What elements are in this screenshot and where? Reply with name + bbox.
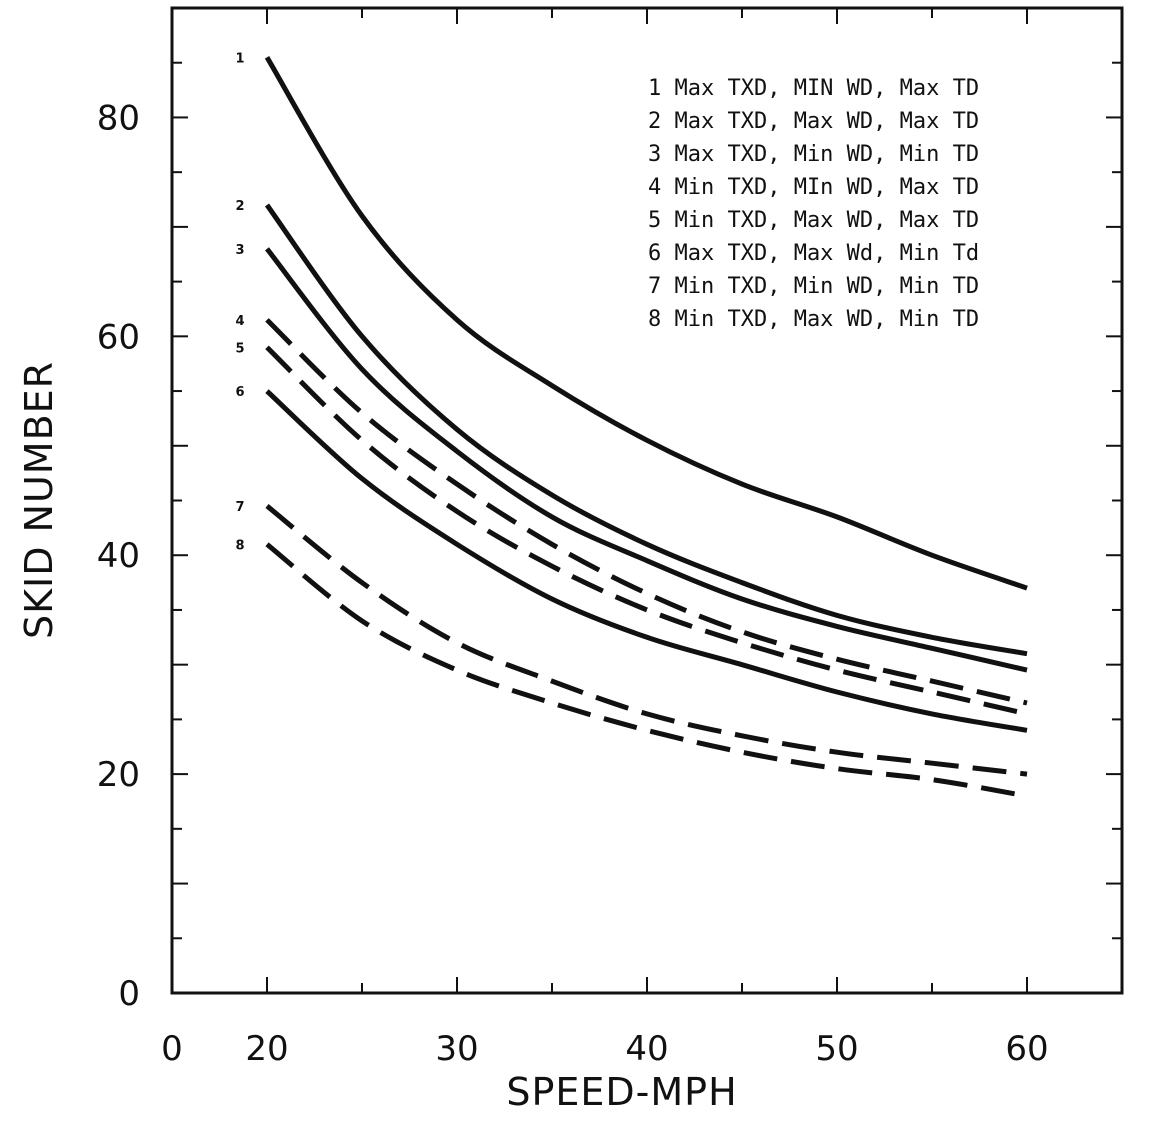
series-3-line [265, 247, 1028, 673]
y-axis-title: SKID NUMBER [17, 361, 61, 639]
series-8-label: 8 [235, 538, 244, 553]
x-tick-label: 40 [625, 1029, 668, 1069]
y-tick-label: 20 [97, 755, 140, 795]
series-8-line [265, 542, 1028, 799]
legend-entry: 5 Min TXD, Max WD, Max TD [648, 208, 979, 233]
x-tick-label: 50 [815, 1029, 858, 1069]
series-5-label: 5 [235, 341, 244, 356]
axis-tick-labels: 0 20 40 60 80 0 20 30 40 50 60 [97, 98, 1049, 1069]
y-tick-label: 60 [97, 317, 140, 357]
series-7-label: 7 [235, 500, 244, 515]
series-7-line [265, 504, 1028, 777]
series-2-line [264, 203, 1028, 657]
curve-number-labels: 1 2 3 4 5 6 7 8 [235, 51, 244, 553]
series-5-line [265, 345, 1028, 717]
axis-ticks [172, 8, 1122, 993]
legend-entry: 2 Max TXD, Max WD, Max TD [648, 109, 979, 134]
legend-entry: 6 Max TXD, Max Wd, Min Td [648, 241, 979, 266]
series-2-label: 2 [235, 199, 244, 214]
series-6-line [265, 389, 1028, 733]
legend-entry: 4 Min TXD, MIn WD, Max TD [648, 175, 979, 200]
x-tick-label: 0 [161, 1029, 183, 1069]
plot-frame [170, 6, 1124, 995]
legend-entry: 7 Min TXD, Min WD, Min TD [648, 274, 979, 299]
series-3-label: 3 [235, 243, 244, 258]
x-tick-label: 30 [435, 1029, 478, 1069]
x-tick-label: 20 [245, 1029, 288, 1069]
x-tick-label: 60 [1005, 1029, 1048, 1069]
data-curves [264, 56, 1028, 799]
legend-entry: 8 Min TXD, Max WD, Min TD [648, 307, 979, 332]
series-4-label: 4 [235, 314, 244, 329]
y-tick-label: 80 [97, 98, 140, 138]
series-4-line [265, 318, 1028, 706]
legend-entry: 3 Max TXD, Min WD, Min TD [648, 142, 979, 167]
legend: 1 Max TXD, MIN WD, Max TD 2 Max TXD, Max … [648, 76, 979, 332]
x-axis-title: SPEED-MPH [506, 1070, 737, 1114]
series-6-label: 6 [235, 385, 244, 400]
series-1-line [264, 56, 1028, 591]
y-tick-label: 40 [97, 536, 140, 576]
legend-entry: 1 Max TXD, MIN WD, Max TD [648, 76, 979, 101]
series-1-label: 1 [235, 51, 244, 66]
y-tick-label: 0 [118, 974, 140, 1014]
